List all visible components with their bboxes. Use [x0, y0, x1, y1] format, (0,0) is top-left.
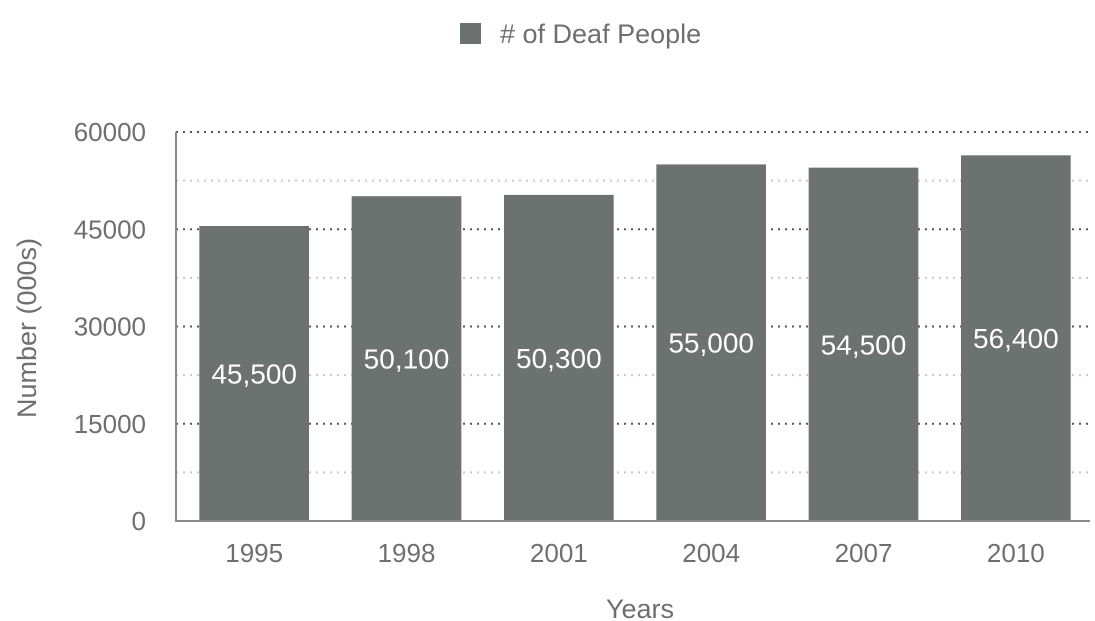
legend-label: # of Deaf People [500, 19, 701, 49]
bar-1998 [351, 196, 462, 521]
y-tick-label: 30000 [74, 312, 146, 342]
bar-1995 [199, 226, 310, 521]
data-label-2010: 56,400 [973, 323, 1059, 354]
y-tick-label: 15000 [74, 409, 146, 439]
x-tick-label: 2007 [835, 538, 893, 568]
legend-swatch [460, 23, 481, 44]
bar-2001 [503, 194, 614, 521]
legend: # of Deaf People [460, 19, 701, 49]
x-tick-label: 1998 [378, 538, 436, 568]
data-label-1998: 50,100 [364, 344, 450, 375]
x-axis-title: Years [606, 594, 674, 621]
gridlines [176, 131, 1090, 474]
x-tick-label: 2001 [530, 538, 588, 568]
data-label-2001: 50,300 [516, 343, 602, 374]
y-axis-title: Number (000s) [12, 238, 42, 418]
bar-2004 [656, 164, 767, 521]
x-tick-label: 2004 [682, 538, 740, 568]
data-label-1995: 45,500 [211, 359, 297, 390]
bar-2007 [808, 167, 919, 522]
data-label-2004: 55,000 [668, 328, 754, 359]
y-tick-label: 60000 [74, 117, 146, 147]
y-tick-label: 45000 [74, 214, 146, 244]
x-tick-label: 1995 [225, 538, 283, 568]
axes [175, 132, 1090, 522]
y-axis-ticks: 0 15000 30000 45000 60000 [74, 117, 146, 536]
x-axis-ticks: 1995 1998 2001 2004 2007 2010 [225, 538, 1045, 568]
x-tick-label: 2010 [987, 538, 1045, 568]
y-tick-label: 0 [132, 506, 146, 536]
bars: 45,500 50,100 50,300 55,000 54,500 56,400 [199, 155, 1071, 522]
data-label-2007: 54,500 [821, 329, 907, 360]
bar-2010 [960, 155, 1071, 521]
